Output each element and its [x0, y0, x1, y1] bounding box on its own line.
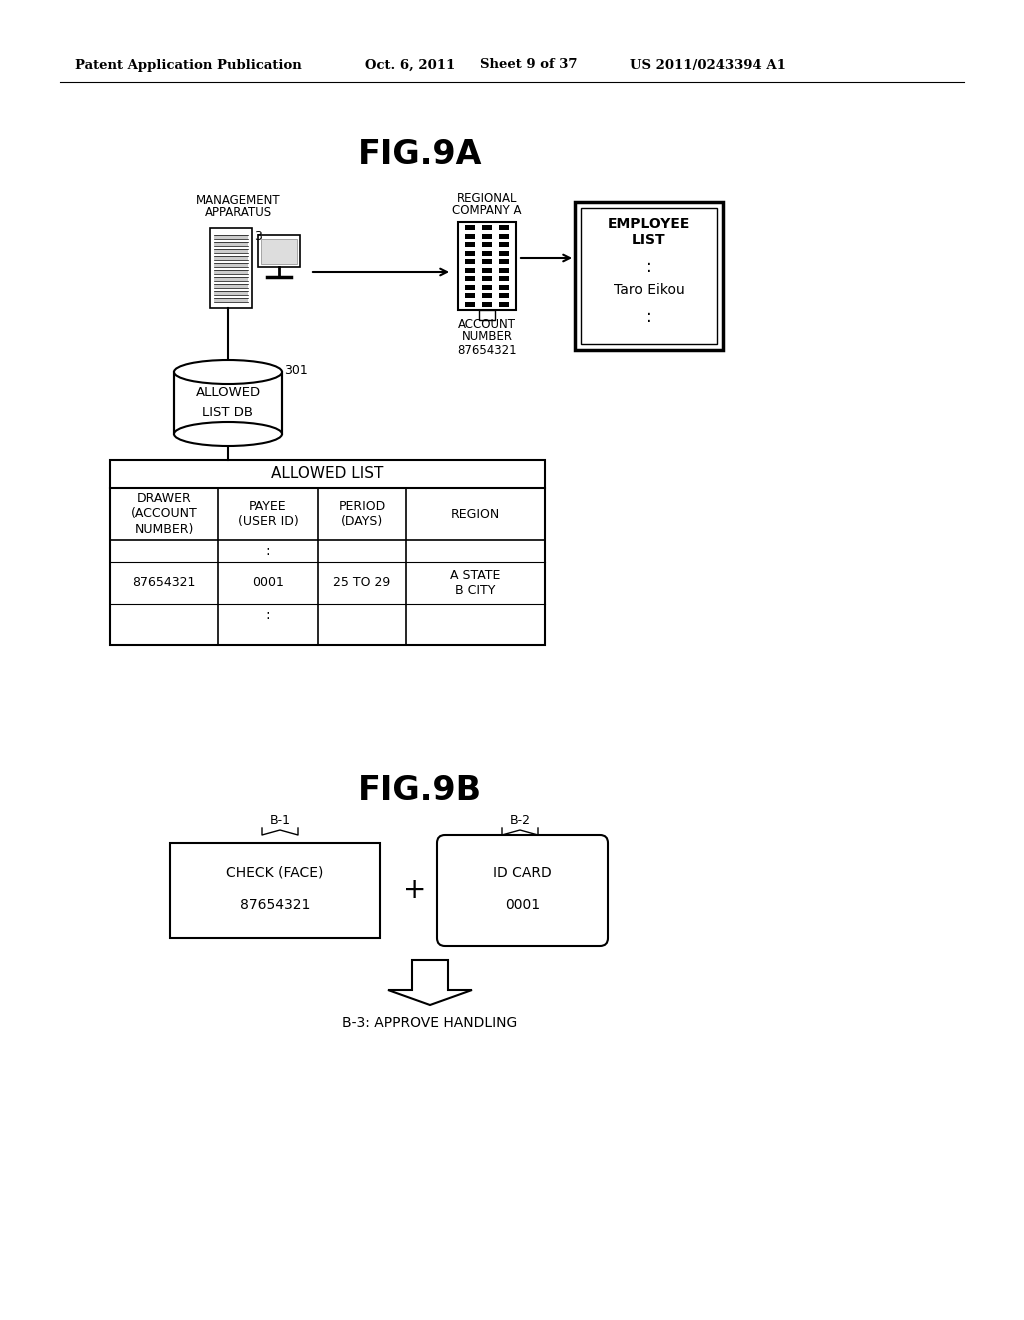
Text: APPARATUS: APPARATUS: [205, 206, 271, 219]
Text: PAYEE
(USER ID): PAYEE (USER ID): [238, 500, 298, 528]
Bar: [482, 293, 492, 298]
Text: :: :: [265, 544, 270, 558]
Bar: [482, 285, 492, 289]
Bar: [214, 263, 248, 267]
Bar: [575, 202, 723, 350]
Bar: [214, 249, 248, 253]
Text: LIST DB: LIST DB: [203, 407, 254, 420]
Ellipse shape: [174, 360, 282, 384]
Bar: [465, 293, 475, 298]
Bar: [214, 271, 248, 275]
Bar: [482, 243, 492, 247]
Text: US 2011/0243394 A1: US 2011/0243394 A1: [630, 58, 785, 71]
Bar: [499, 234, 509, 239]
Text: 25 TO 29: 25 TO 29: [334, 577, 390, 590]
Bar: [479, 310, 495, 319]
Text: REGION: REGION: [451, 507, 500, 520]
Text: 0001: 0001: [505, 898, 540, 912]
Bar: [214, 298, 248, 302]
Bar: [465, 226, 475, 231]
Bar: [499, 268, 509, 273]
Text: Oct. 6, 2011: Oct. 6, 2011: [365, 58, 456, 71]
Bar: [258, 235, 300, 267]
Text: Taro Eikou: Taro Eikou: [613, 282, 684, 297]
Bar: [499, 293, 509, 298]
Bar: [261, 239, 297, 264]
Bar: [174, 372, 282, 434]
Bar: [170, 843, 380, 939]
Bar: [482, 301, 492, 306]
Bar: [499, 301, 509, 306]
Text: Patent Application Publication: Patent Application Publication: [75, 58, 302, 71]
Bar: [482, 234, 492, 239]
Text: 87654321: 87654321: [132, 577, 196, 590]
Text: :: :: [265, 609, 270, 622]
Text: ACCOUNT: ACCOUNT: [458, 318, 516, 331]
Bar: [499, 251, 509, 256]
Bar: [210, 228, 252, 308]
Bar: [214, 256, 248, 260]
Text: 0001: 0001: [252, 577, 284, 590]
Bar: [465, 243, 475, 247]
Bar: [499, 243, 509, 247]
Text: EMPLOYEE: EMPLOYEE: [608, 216, 690, 231]
Bar: [465, 268, 475, 273]
Bar: [499, 285, 509, 289]
Bar: [214, 277, 248, 281]
Ellipse shape: [174, 422, 282, 446]
Text: FIG.9B: FIG.9B: [358, 774, 482, 807]
Bar: [458, 222, 516, 310]
FancyBboxPatch shape: [437, 836, 608, 946]
Text: LIST: LIST: [632, 234, 666, 247]
Text: REGIONAL: REGIONAL: [457, 191, 517, 205]
Text: 87654321: 87654321: [240, 898, 310, 912]
Bar: [465, 259, 475, 264]
Bar: [465, 285, 475, 289]
Text: Sheet 9 of 37: Sheet 9 of 37: [480, 58, 578, 71]
Text: FIG.9A: FIG.9A: [357, 139, 482, 172]
Bar: [482, 251, 492, 256]
Bar: [214, 235, 248, 239]
Text: B-3: APPROVE HANDLING: B-3: APPROVE HANDLING: [342, 1016, 517, 1030]
Text: DRAWER
(ACCOUNT
NUMBER): DRAWER (ACCOUNT NUMBER): [131, 492, 198, 536]
Text: 3: 3: [254, 230, 262, 243]
Text: :: :: [646, 308, 652, 326]
Bar: [482, 259, 492, 264]
Bar: [214, 290, 248, 294]
Bar: [499, 276, 509, 281]
Bar: [465, 251, 475, 256]
Polygon shape: [388, 960, 472, 1005]
Bar: [465, 301, 475, 306]
Bar: [482, 226, 492, 231]
Bar: [465, 234, 475, 239]
Text: ID CARD: ID CARD: [494, 866, 552, 880]
Text: A STATE
B CITY: A STATE B CITY: [451, 569, 501, 597]
Bar: [581, 209, 717, 345]
Bar: [499, 226, 509, 231]
Bar: [499, 259, 509, 264]
Bar: [482, 276, 492, 281]
Text: B-1: B-1: [269, 813, 291, 826]
Bar: [110, 459, 545, 645]
Bar: [214, 284, 248, 288]
Bar: [465, 276, 475, 281]
Text: ALLOWED: ALLOWED: [196, 387, 260, 400]
Text: ALLOWED LIST: ALLOWED LIST: [271, 466, 384, 482]
Text: B-2: B-2: [510, 813, 530, 826]
Text: 301: 301: [284, 363, 308, 376]
Bar: [214, 242, 248, 246]
Text: CHECK (FACE): CHECK (FACE): [226, 866, 324, 880]
Text: :: :: [646, 257, 652, 276]
Text: MANAGEMENT: MANAGEMENT: [196, 194, 281, 206]
Text: PERIOD
(DAYS): PERIOD (DAYS): [338, 500, 386, 528]
Bar: [482, 268, 492, 273]
Text: NUMBER: NUMBER: [462, 330, 512, 343]
Text: 87654321: 87654321: [457, 343, 517, 356]
Text: COMPANY A: COMPANY A: [453, 203, 522, 216]
Text: +: +: [403, 876, 427, 904]
